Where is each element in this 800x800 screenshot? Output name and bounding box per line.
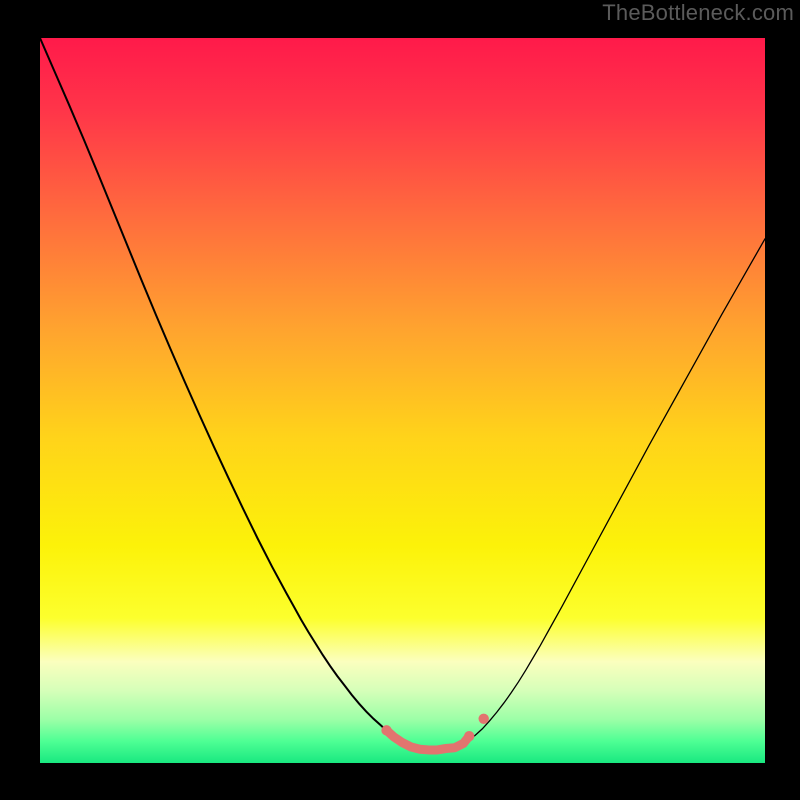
plot-area	[40, 38, 765, 763]
watermark-text: TheBottleneck.com	[602, 0, 794, 26]
highlight-dot-1	[464, 731, 474, 741]
bottleneck-curve-chart	[40, 38, 765, 763]
highlight-dot-2	[479, 714, 489, 724]
gradient-background	[40, 38, 765, 763]
chart-container: TheBottleneck.com	[0, 0, 800, 800]
highlight-dot-0	[381, 725, 391, 735]
